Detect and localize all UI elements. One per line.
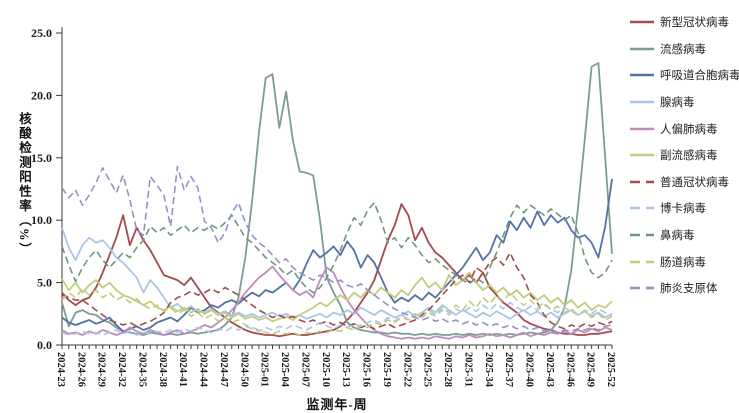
x-tick-label: 2025-10 <box>320 352 331 387</box>
series-line-3 <box>61 227 613 320</box>
legend-label: 人偏肺病毒 <box>660 123 718 136</box>
legend-swatch-line <box>630 233 654 237</box>
series-line-5 <box>61 271 613 323</box>
y-tick-label: 15.0 <box>31 151 52 165</box>
legend-swatch-line <box>630 260 654 263</box>
legend-swatch-line <box>630 127 654 130</box>
x-tick-label: 2025-07 <box>299 352 310 387</box>
legend-label: 普通冠状病毒 <box>660 176 729 189</box>
x-tick-label: 2024-47 <box>218 352 229 387</box>
legend-swatch-line <box>630 287 654 290</box>
legend-label: 肺炎支原体 <box>660 283 718 296</box>
x-tick-label: 2025-04 <box>279 352 290 388</box>
legend-swatch-line <box>630 74 654 77</box>
legend-swatch-line <box>630 100 654 104</box>
legend-label: 肠道病毒 <box>660 256 706 269</box>
x-tick-label: 2025-40 <box>524 352 535 387</box>
x-tick-label: 2025-25 <box>422 352 433 387</box>
x-tick-label: 2024-38 <box>157 352 168 387</box>
x-tick-label: 2024-50 <box>238 352 249 387</box>
legend: 新型冠状病毒 流感病毒呼吸道合胞病毒 腺病毒人偏肺病毒副流感病毒普通冠状病毒 博卡病毒… <box>629 9 739 302</box>
x-tick-label: 2025-49 <box>585 352 596 387</box>
series-line-2 <box>61 178 613 333</box>
legend-swatch-line <box>630 154 654 157</box>
legend-item: 博卡病毒 <box>629 195 739 222</box>
x-tick-label: 2025-19 <box>381 352 392 387</box>
legend-label: 腺病毒 <box>660 97 695 110</box>
legend-swatch-line <box>630 180 654 184</box>
series-line-10 <box>61 165 613 334</box>
legend-label: 博卡病毒 <box>660 203 706 216</box>
x-tick-label: 2024-32 <box>116 352 127 387</box>
x-tick-label: 2025-43 <box>544 352 555 387</box>
legend-item: 人偏肺病毒 <box>629 115 739 142</box>
y-tick-label: 5.0 <box>37 276 52 290</box>
series-line-9 <box>61 287 613 336</box>
x-tick-label: 2025-22 <box>401 352 412 387</box>
legend-item: 肠道病毒 <box>629 248 739 275</box>
x-tick-label: 2024-29 <box>96 352 107 387</box>
x-tick-label: 2025-01 <box>259 352 270 387</box>
legend-label: 新型冠状病毒 <box>660 17 729 30</box>
x-tick-label: 2024-26 <box>75 352 86 387</box>
x-tick-label: 2024-35 <box>136 352 147 387</box>
legend-item: 普通冠状病毒 <box>629 169 739 196</box>
legend-swatch-line <box>630 47 654 51</box>
legend-item: 新型冠状病毒 <box>629 9 739 36</box>
legend-label: 鼻病毒 <box>660 230 695 243</box>
legend-label: 呼吸道合胞病毒 <box>660 70 739 83</box>
legend-swatch-line <box>630 21 654 24</box>
x-tick-label: 2024-44 <box>198 352 209 388</box>
legend-item: 腺病毒 <box>629 89 739 116</box>
legend-label: 流感病毒 <box>660 43 706 56</box>
series-line-6 <box>61 251 613 330</box>
x-tick-label: 2024-41 <box>177 352 188 387</box>
legend-swatch-line <box>630 207 654 210</box>
y-tick-label: 20.0 <box>31 88 52 102</box>
series-line-7 <box>61 301 613 336</box>
x-tick-label: 2025-13 <box>340 352 351 387</box>
legend-item: 呼吸道合胞病毒 <box>629 62 739 89</box>
series-line-8 <box>61 201 613 294</box>
x-tick-label: 2025-28 <box>442 352 453 387</box>
x-tick-label: 2025-31 <box>462 352 473 387</box>
series-line-0 <box>61 203 613 338</box>
x-tick-label: 2024-23 <box>55 352 66 387</box>
series-line-4 <box>61 265 613 340</box>
x-tick-label: 2025-16 <box>361 352 372 387</box>
x-tick-label: 2025-52 <box>605 352 616 387</box>
legend-item: 副流感病毒 <box>629 142 739 169</box>
x-tick-label: 2025-34 <box>483 352 494 388</box>
y-tick-label: 0.0 <box>37 338 52 352</box>
legend-item: 流感病毒 <box>629 36 739 63</box>
y-tick-label: 10.0 <box>31 213 52 227</box>
x-axis-title: 监测年-周 <box>306 397 368 412</box>
y-tick-label: 25.0 <box>31 26 52 40</box>
legend-item: 肺炎支原体 <box>629 275 739 302</box>
y-axis-title: 核酸检测阳性率（%） <box>17 112 31 257</box>
legend-item: 鼻病毒 <box>629 222 739 249</box>
legend-label: 副流感病毒 <box>660 150 718 163</box>
x-tick-label: 2025-46 <box>564 352 575 387</box>
x-tick-label: 2025-37 <box>503 352 514 387</box>
